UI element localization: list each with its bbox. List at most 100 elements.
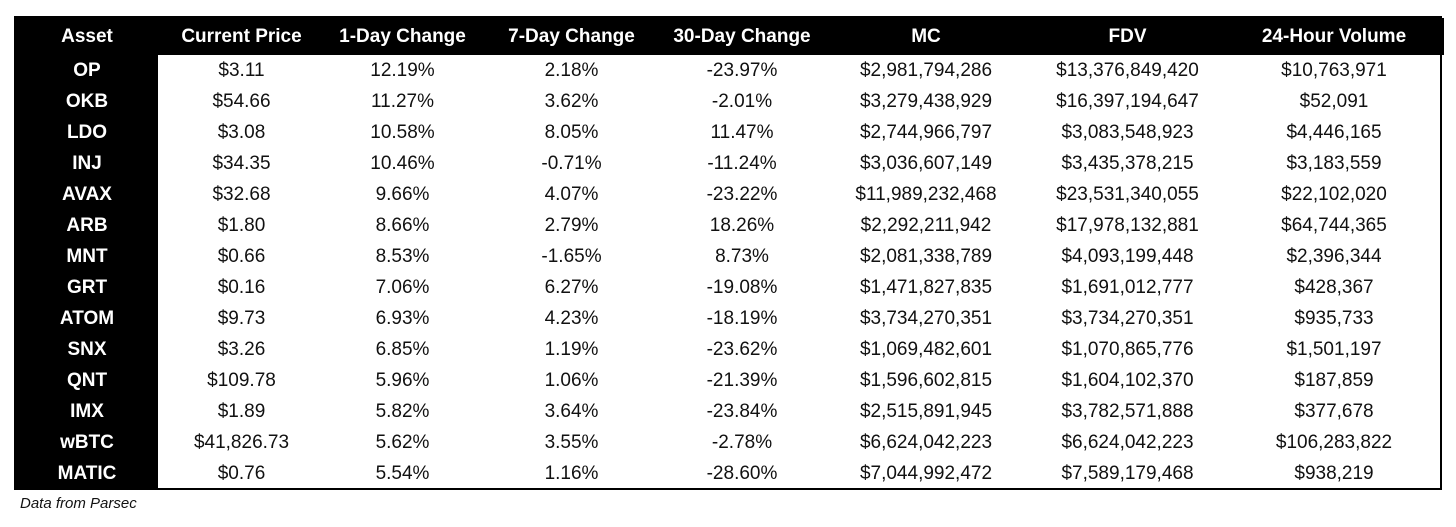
- fdv-cell: $17,978,132,881: [1056, 214, 1199, 236]
- 7-day-change-cell: 2.18%: [544, 59, 599, 81]
- 1-day-change-cell: 10.46%: [370, 152, 435, 174]
- table-row: wBTC $41,826.73 5.62% 3.55% -2.78% $6,624,042…: [16, 427, 1444, 458]
- 7-day-change-cell: 3.55%: [544, 431, 599, 453]
- table-row: LDO $3.08 10.58% 8.05% 11.47% $2,744,966,797 $…: [16, 117, 1444, 148]
- mc-cell: $2,292,211,942: [860, 214, 992, 236]
- asset-cell: QNT: [16, 365, 158, 396]
- asset-cell: ATOM: [16, 303, 158, 334]
- table-body: OP $3.11 12.19% 2.18% -23.97% $2,981,794,286 $…: [16, 55, 1444, 489]
- 24-hour-volume-cell: $106,283,822: [1275, 431, 1393, 453]
- 30-day-change-cell: -23.22%: [706, 183, 778, 205]
- 30-day-change-cell: -23.97%: [706, 59, 778, 81]
- mc-cell: $3,036,607,149: [859, 152, 993, 174]
- asset-cell: OKB: [16, 86, 158, 117]
- header-mc: MC: [821, 18, 1031, 55]
- table-row: IMX $1.89 5.82% 3.64% -23.84% $2,515,891,945 $…: [16, 396, 1444, 427]
- source-caption: Data from Parsec: [20, 495, 137, 512]
- mc-cell: $7,044,992,472: [859, 462, 993, 484]
- 1-day-change-cell: 11.27%: [370, 90, 435, 112]
- asset-cell: OP: [16, 55, 158, 86]
- 7-day-change-cell: 1.16%: [544, 462, 599, 484]
- fdv-cell: $7,589,179,468: [1061, 462, 1194, 484]
- current-price-cell: $0.76: [217, 462, 266, 484]
- fdv-cell: $6,624,042,223: [1061, 431, 1194, 453]
- 30-day-change-cell: -19.08%: [706, 276, 778, 298]
- current-price-cell: $0.16: [217, 276, 266, 298]
- table-row: AVAX $32.68 9.66% 4.07% -23.22% $11,989,232,4…: [16, 179, 1444, 210]
- header-1-day-change: 1-Day Change: [325, 18, 480, 55]
- 1-day-change-cell: 8.66%: [375, 214, 430, 236]
- fdv-cell: $4,093,199,448: [1061, 245, 1194, 267]
- table-row: GRT $0.16 7.06% 6.27% -19.08% $1,471,827,835 $…: [16, 272, 1444, 303]
- fdv-cell: $1,691,012,777: [1061, 276, 1194, 298]
- 24-hour-volume-cell: $22,102,020: [1281, 183, 1387, 205]
- 24-hour-volume-cell: $3,183,559: [1286, 152, 1382, 174]
- 24-hour-volume-cell: $1,501,197: [1286, 338, 1382, 360]
- 1-day-change-cell: 5.82%: [375, 400, 430, 422]
- 24-hour-volume-cell: $64,744,365: [1281, 214, 1387, 236]
- current-price-cell: $54.66: [212, 90, 271, 112]
- table-row: ARB $1.80 8.66% 2.79% 18.26% $2,292,211,942 $1…: [16, 210, 1444, 241]
- fdv-cell: $1,070,865,776: [1061, 338, 1194, 360]
- 7-day-change-cell: -1.65%: [541, 245, 602, 267]
- 30-day-change-cell: 18.26%: [709, 214, 775, 236]
- 30-day-change-cell: -21.39%: [706, 369, 778, 391]
- 30-day-change-cell: 8.73%: [715, 245, 769, 267]
- header-row: Asset Current Price 1-Day Change 7-Day Chan…: [16, 18, 1444, 55]
- fdv-cell: $3,734,270,351: [1061, 307, 1194, 329]
- fdv-cell: $16,397,194,647: [1056, 90, 1199, 112]
- 30-day-change-cell: -11.24%: [707, 152, 777, 174]
- fdv-cell: $13,376,849,420: [1056, 59, 1199, 81]
- current-price-cell: $41,826.73: [193, 431, 290, 453]
- mc-cell: $2,744,966,797: [859, 121, 993, 143]
- 7-day-change-cell: 4.23%: [544, 307, 599, 329]
- 1-day-change-cell: 12.19%: [370, 59, 435, 81]
- 7-day-change-cell: 1.19%: [544, 338, 599, 360]
- 1-day-change-cell: 5.54%: [375, 462, 430, 484]
- 7-day-change-cell: -0.71%: [541, 152, 602, 174]
- asset-cell: GRT: [16, 272, 158, 303]
- table-header: Asset Current Price 1-Day Change 7-Day Chan…: [16, 18, 1444, 55]
- table-row: SNX $3.26 6.85% 1.19% -23.62% $1,069,482,601 $…: [16, 334, 1444, 365]
- 1-day-change-cell: 5.96%: [375, 369, 430, 391]
- 7-day-change-cell: 2.79%: [544, 214, 599, 236]
- table-row: MATIC $0.76 5.54% 1.16% -28.60% $7,044,992,47…: [16, 458, 1444, 489]
- table-row: MNT $0.66 8.53% -1.65% 8.73% $2,081,338,789 $4…: [16, 241, 1444, 272]
- asset-table: Asset Current Price 1-Day Change 7-Day Chan…: [16, 18, 1444, 489]
- current-price-cell: $3.08: [217, 121, 266, 143]
- 30-day-change-cell: -23.62%: [706, 338, 778, 360]
- mc-cell: $1,471,827,835: [859, 276, 993, 298]
- mc-cell: $2,981,794,286: [859, 59, 993, 81]
- 1-day-change-cell: 6.85%: [375, 338, 430, 360]
- 7-day-change-cell: 8.05%: [544, 121, 599, 143]
- mc-cell: $2,515,891,945: [859, 400, 993, 422]
- table-row: OP $3.11 12.19% 2.18% -23.97% $2,981,794,286 $…: [16, 55, 1444, 86]
- current-price-cell: $1.89: [217, 400, 266, 422]
- 24-hour-volume-cell: $938,219: [1294, 462, 1374, 484]
- 24-hour-volume-cell: $10,763,971: [1281, 59, 1387, 81]
- 7-day-change-cell: 1.06%: [544, 369, 599, 391]
- current-price-cell: $34.35: [212, 152, 271, 174]
- table-row: ATOM $9.73 6.93% 4.23% -18.19% $3,734,270,351…: [16, 303, 1444, 334]
- 1-day-change-cell: 10.58%: [370, 121, 435, 143]
- 1-day-change-cell: 6.93%: [375, 307, 430, 329]
- table-row: QNT $109.78 5.96% 1.06% -21.39% $1,596,602,81…: [16, 365, 1444, 396]
- fdv-cell: $23,531,340,055: [1056, 183, 1199, 205]
- asset-cell: IMX: [16, 396, 158, 427]
- 7-day-change-cell: 6.27%: [544, 276, 599, 298]
- table-row: OKB $54.66 11.27% 3.62% -2.01% $3,279,438,929…: [16, 86, 1444, 117]
- mc-cell: $11,989,232,468: [855, 183, 997, 205]
- 1-day-change-cell: 7.06%: [375, 276, 430, 298]
- current-price-cell: $3.26: [217, 338, 266, 360]
- current-price-cell: $32.68: [212, 183, 271, 205]
- 24-hour-volume-cell: $428,367: [1294, 276, 1374, 298]
- current-price-cell: $3.11: [218, 59, 265, 81]
- header-7-day-change: 7-Day Change: [480, 18, 663, 55]
- table-row: INJ $34.35 10.46% -0.71% -11.24% $3,036,607,1…: [16, 148, 1444, 179]
- asset-cell: INJ: [16, 148, 158, 179]
- current-price-cell: $1.80: [217, 214, 266, 236]
- header-asset: Asset: [16, 18, 158, 55]
- 1-day-change-cell: 5.62%: [375, 431, 430, 453]
- 7-day-change-cell: 4.07%: [544, 183, 599, 205]
- 30-day-change-cell: -18.19%: [706, 307, 778, 329]
